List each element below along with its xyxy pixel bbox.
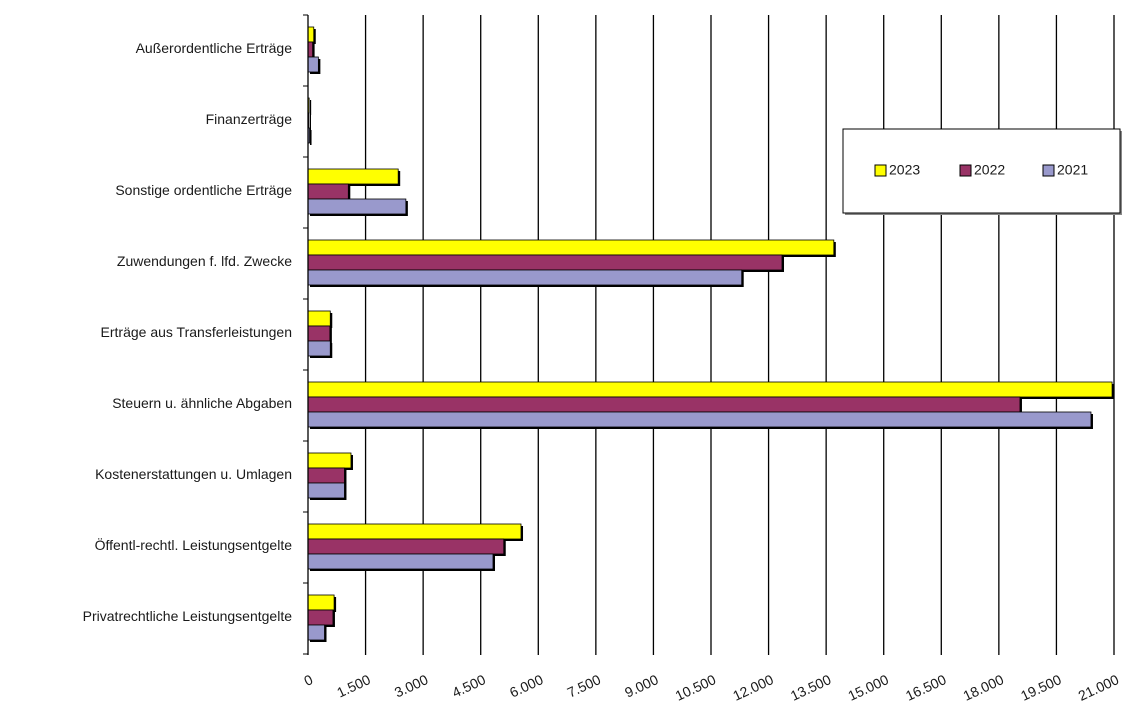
bar-2023: [307, 381, 1115, 399]
x-tick-label: 6.000: [507, 671, 546, 700]
x-tick-label: 21.000: [1076, 671, 1122, 704]
legend: 2023 2022 2021: [842, 128, 1122, 215]
bar-2022: [307, 396, 1022, 414]
bar-2021: [307, 411, 1093, 429]
x-tick-label: 15.000: [845, 671, 891, 704]
category-label: Sonstige ordentliche Erträge: [115, 182, 292, 198]
plot-area: [307, 26, 1115, 642]
category-label: Steuern u. ähnliche Abgaben: [112, 395, 292, 411]
legend-item-2021: 2021: [1042, 162, 1088, 178]
legend-box: [842, 128, 1121, 214]
bar-2022: [307, 538, 506, 556]
category-labels: Außerordentliche Erträge Finanzerträge Son…: [83, 40, 293, 624]
legend-item-2023: 2023: [874, 162, 920, 178]
bar-2023: [307, 310, 333, 328]
category-label: Kostenerstattungen u. Umlagen: [95, 466, 292, 482]
bar-2023: [307, 168, 401, 186]
x-tick-label: 16.500: [903, 671, 949, 704]
bar-2021: [307, 553, 495, 571]
x-tick-label: 0: [301, 671, 315, 689]
x-tick-label: 12.000: [730, 671, 776, 704]
category-label: Außerordentliche Erträge: [136, 40, 293, 56]
bar-2021: [307, 340, 333, 358]
category-label: Erträge aus Transferleistungen: [101, 324, 292, 340]
x-tick-label: 1.500: [334, 671, 373, 700]
bar-2022: [307, 609, 335, 627]
bar-2023: [307, 26, 316, 44]
x-tick-label: 9.000: [622, 671, 661, 700]
legend-label: 2021: [1057, 162, 1088, 178]
x-tick-label: 19.500: [1018, 671, 1064, 704]
bar-2021: [307, 198, 408, 216]
category-label: Zuwendungen f. lfd. Zwecke: [117, 253, 292, 269]
legend-item-2022: 2022: [959, 162, 1005, 178]
bar-2021: [307, 56, 321, 74]
bar-2023: [307, 452, 353, 470]
x-tick-label: 4.500: [449, 671, 488, 700]
x-tick-label: 13.500: [788, 671, 834, 704]
category-label: Finanzerträge: [206, 111, 293, 127]
bar-2022: [307, 183, 351, 201]
legend-swatch: [1042, 164, 1055, 177]
bar-2022: [307, 467, 347, 485]
bar-2021: [307, 482, 347, 500]
bar-2023: [307, 594, 337, 612]
bar-2023: [307, 523, 524, 541]
bar-2023: [307, 239, 836, 257]
category-label: Öffentl-rechtl. Leistungsentgelte: [95, 536, 293, 553]
bar-2022: [307, 41, 315, 59]
bar-2022: [307, 254, 785, 272]
bar-2021: [307, 624, 327, 642]
x-tick-label: 10.500: [673, 671, 719, 704]
bar-2022: [307, 325, 332, 343]
legend-swatch: [874, 164, 887, 177]
bar-2021: [307, 269, 744, 287]
x-tick-label: 3.000: [392, 671, 431, 700]
x-tick-label: 18.000: [961, 671, 1007, 704]
legend-label: 2022: [974, 162, 1005, 178]
gridlines: [364, 15, 1115, 655]
legend-swatch: [959, 164, 972, 177]
category-label: Privatrechtliche Leistungsentgelte: [83, 608, 293, 624]
x-tick-label: 7.500: [565, 671, 604, 700]
legend-label: 2023: [889, 162, 920, 178]
